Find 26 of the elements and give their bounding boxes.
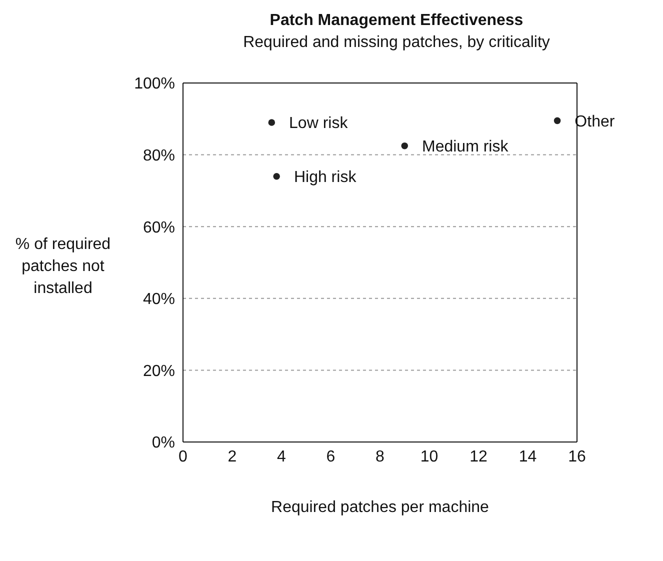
y-tick-label: 100% (134, 76, 175, 93)
chart-subtitle: Required and missing patches, by criticality (242, 34, 551, 52)
point (554, 117, 561, 124)
point (273, 172, 280, 180)
x-tick-label: 16 (568, 448, 586, 466)
y-tick-label: 20% (142, 362, 175, 380)
y-tick-label: 60% (142, 219, 175, 236)
point (268, 119, 276, 126)
x-tick-label: 6 (326, 448, 336, 466)
series-label: High risk (294, 169, 358, 186)
x-tick-label: 4 (277, 448, 286, 466)
series-label: Low risk (289, 115, 349, 132)
x-tick-label: 8 (376, 448, 385, 466)
x-tick-label: 14 (518, 448, 537, 466)
x-tick-label: 0 (178, 448, 188, 466)
chart-title: Patch Management Effectiveness (268, 12, 524, 30)
y-tick-label: 40% (142, 291, 175, 308)
y-tick-label: 0% (152, 434, 175, 452)
x-tick-label: 10 (420, 448, 438, 466)
series-label: Medium risk (422, 138, 510, 156)
y-axis-title: % of required patches not installed (14, 235, 112, 299)
x-tick-label: 12 (470, 448, 488, 466)
x-tick-label: 2 (228, 448, 237, 466)
x-axis-title: Required patches per machine (271, 499, 490, 516)
point (401, 142, 408, 150)
y-tick-label: 80% (142, 147, 175, 164)
